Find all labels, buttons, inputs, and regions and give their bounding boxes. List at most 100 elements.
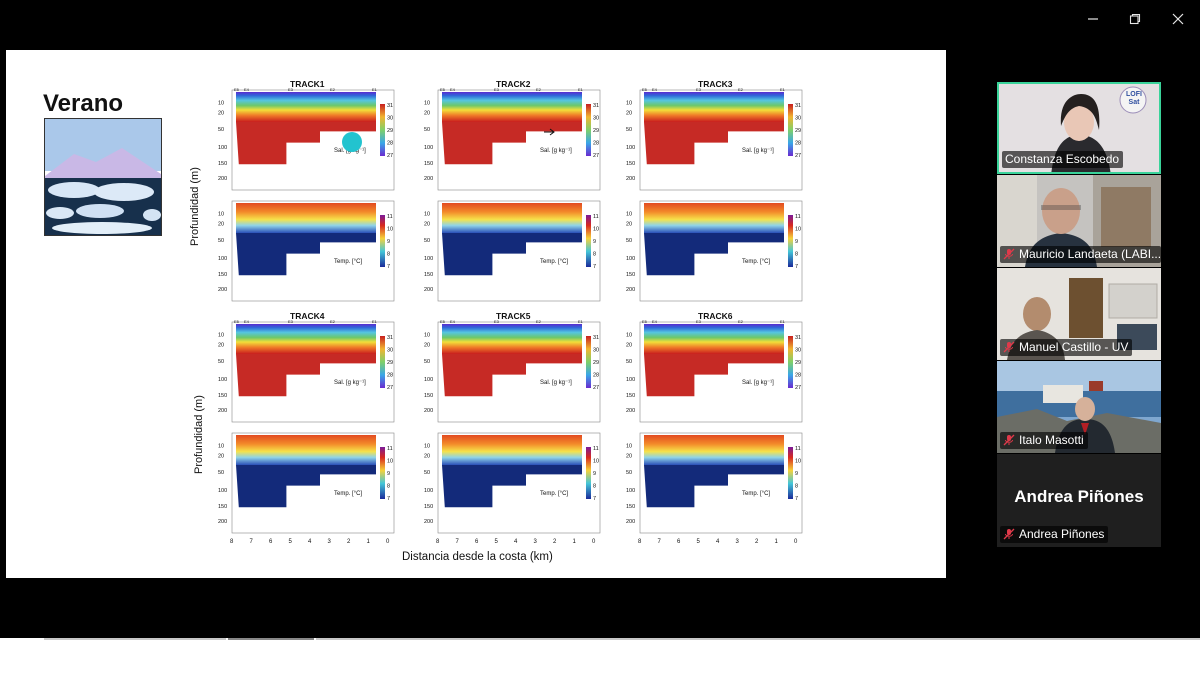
depth-tick-label: 200 — [626, 287, 635, 293]
colorbar-tick-label: 7 — [387, 496, 390, 502]
depth-tick-label: 50 — [424, 470, 430, 476]
colorbar-tick-label: 11 — [795, 446, 801, 452]
participant-tile-2[interactable]: Mauricio Landaeta (LABI... — [997, 175, 1161, 267]
pointer-dot — [342, 132, 362, 152]
water-column-band — [644, 92, 784, 122]
taskbar — [0, 638, 1200, 675]
station-label: E3 — [696, 87, 702, 92]
depth-tick-label: 20 — [218, 453, 224, 459]
depth-tick-label: 100 — [218, 488, 227, 494]
colorbar-tick-label: 28 — [795, 373, 801, 379]
bathymetry-region — [442, 122, 582, 165]
depth-tick-label: 20 — [424, 221, 430, 227]
depth-tick-label: 50 — [424, 127, 430, 133]
bathymetry-region — [236, 233, 376, 276]
colorbar-tick-label: 27 — [795, 385, 801, 391]
water-column-band — [644, 324, 784, 354]
track-title: TRACK1 — [290, 79, 325, 89]
bathymetry-region — [644, 233, 784, 276]
sal-section-panel: 10 20 50 100 150 200 31 30 29 28 27 Sal. [g kg⁻¹] TR… — [424, 311, 601, 423]
station-label: E5 — [642, 87, 648, 92]
participant-name: Mauricio Landaeta (LABI... — [1000, 246, 1161, 263]
distance-tick-label: 0 — [592, 539, 596, 545]
panel-frame — [437, 89, 601, 191]
sal-section-panel: 10 20 50 100 150 200 31 30 29 28 27 Sal. [g kg⁻¹] TR… — [218, 311, 395, 423]
colorbar-tick-label: 9 — [795, 239, 798, 245]
distance-tick-label: 7 — [250, 539, 254, 545]
colorbar-tick-label: 28 — [387, 141, 393, 147]
station-label: E4 — [450, 87, 456, 92]
shared-slide: Verano — [6, 50, 946, 578]
colorbar-tick-label: 31 — [387, 335, 393, 341]
depth-tick-label: 150 — [626, 272, 635, 278]
water-column-band — [644, 435, 784, 465]
panel-frame — [639, 432, 803, 534]
mic-muted-icon — [1003, 434, 1015, 446]
colorbar — [788, 104, 793, 156]
depth-tick-label: 50 — [218, 359, 224, 365]
colorbar-tick-label: 28 — [795, 141, 801, 147]
colorbar-tick-label: 31 — [593, 103, 599, 109]
variable-label: Temp. [°C] — [540, 259, 568, 265]
depth-tick-label: 10 — [424, 444, 430, 450]
temp-section-panel: 10 20 50 100 150 200 11 10 9 8 7 Temp. [°C] — [424, 200, 601, 302]
depth-tick-label: 100 — [626, 377, 635, 383]
participant-name: Constanza Escobedo — [1002, 151, 1124, 168]
station-label: E1 — [578, 87, 584, 92]
participant-tile-3[interactable]: Manuel Castillo - UV — [997, 268, 1161, 360]
distance-tick-label: 1 — [573, 539, 577, 545]
colorbar-tick-label: 29 — [387, 360, 393, 366]
colorbar-tick-label: 30 — [387, 348, 393, 354]
minimize-icon[interactable] — [1081, 8, 1105, 30]
panel-frame — [231, 432, 395, 534]
colorbar-tick-label: 10 — [795, 227, 801, 233]
depth-tick-label: 200 — [218, 408, 227, 414]
depth-tick-label: 150 — [626, 504, 635, 510]
colorbar-tick-label: 27 — [795, 153, 801, 159]
y-axis-label-top: Profundidad (m) — [189, 167, 201, 246]
depth-tick-label: 200 — [218, 287, 227, 293]
colorbar-tick-label: 7 — [795, 264, 798, 270]
bathymetry-region — [442, 465, 582, 508]
participant-tile-5[interactable]: Andrea Piñones Andrea Piñones — [997, 454, 1161, 547]
distance-tick-label: 6 — [677, 539, 681, 545]
meeting-window: Verano — [0, 0, 1200, 638]
variable-label: Temp. [°C] — [540, 491, 568, 497]
station-label: E3 — [494, 87, 500, 92]
participant-tile-1[interactable]: LOFI Sat Constanza Escobedo — [997, 82, 1161, 174]
depth-tick-label: 10 — [626, 101, 632, 107]
colorbar — [380, 447, 385, 499]
depth-tick-label: 150 — [218, 161, 227, 167]
colorbar-tick-label: 30 — [795, 116, 801, 122]
distance-tick-label: 6 — [475, 539, 479, 545]
variable-label: Temp. [°C] — [334, 491, 362, 497]
depth-tick-label: 150 — [424, 393, 433, 399]
depth-tick-label: 100 — [626, 256, 635, 262]
distance-tick-label: 3 — [328, 539, 332, 545]
depth-tick-label: 200 — [424, 519, 433, 525]
station-label: E3 — [494, 319, 500, 324]
close-icon[interactable] — [1166, 8, 1190, 30]
station-label: E3 — [288, 87, 294, 92]
lofi-sat-logo: LOFI Sat — [1126, 91, 1142, 106]
depth-tick-label: 50 — [424, 238, 430, 244]
track-title: TRACK4 — [290, 311, 325, 321]
station-label: E2 — [330, 87, 336, 92]
station-label: E1 — [372, 87, 378, 92]
depth-tick-label: 50 — [626, 238, 632, 244]
variable-label: Temp. [°C] — [334, 259, 362, 265]
distance-tick-label: 7 — [658, 539, 662, 545]
depth-tick-label: 150 — [424, 272, 433, 278]
depth-tick-label: 20 — [424, 110, 430, 116]
participant-tile-4[interactable]: Italo Masotti — [997, 361, 1161, 453]
panel-frame — [639, 200, 803, 302]
distance-tick-label: 4 — [514, 539, 518, 545]
depth-tick-label: 10 — [424, 212, 430, 218]
restore-icon[interactable] — [1123, 8, 1147, 30]
bathymetry-region — [236, 122, 376, 165]
variable-label: Temp. [°C] — [742, 259, 770, 265]
progress-segment — [316, 638, 1200, 640]
station-label: E4 — [244, 87, 250, 92]
variable-label: Sal. [g kg⁻¹] — [742, 148, 774, 154]
